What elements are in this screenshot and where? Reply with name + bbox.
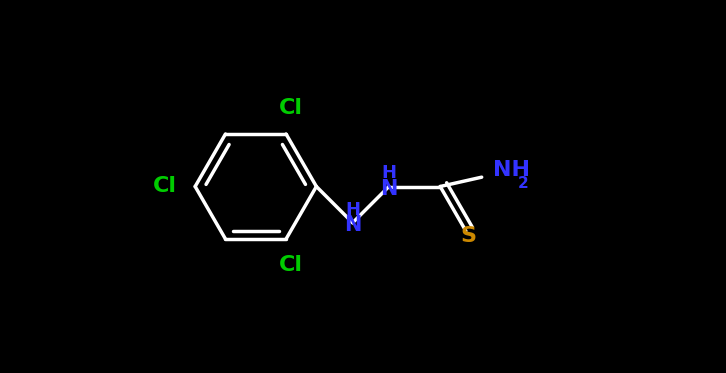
Text: Cl: Cl (153, 176, 177, 197)
Text: N: N (380, 179, 398, 199)
Text: N: N (344, 215, 362, 235)
Text: S: S (460, 226, 476, 245)
Text: H: H (381, 164, 396, 182)
Text: H: H (345, 201, 360, 219)
Text: Cl: Cl (279, 98, 303, 118)
Text: Cl: Cl (279, 255, 303, 275)
Text: 2: 2 (518, 176, 529, 191)
Text: NH: NH (494, 160, 531, 180)
